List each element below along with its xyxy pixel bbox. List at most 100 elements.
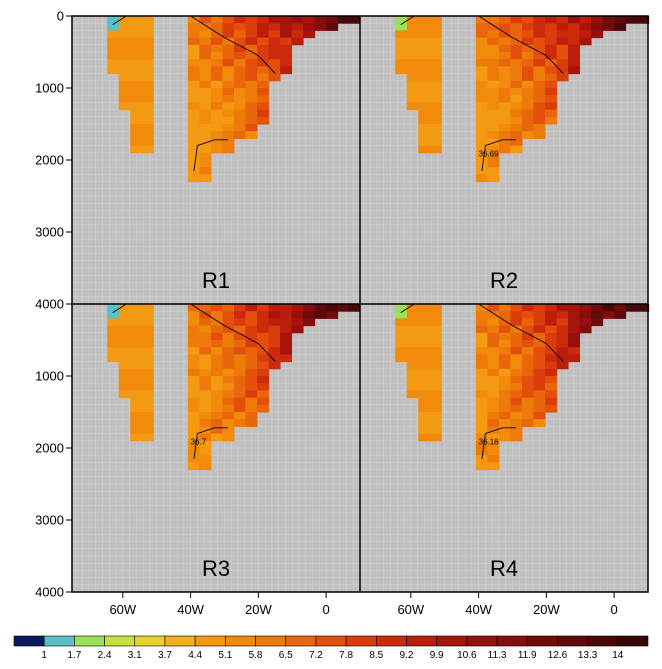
- heatmap-cell: [130, 419, 143, 427]
- heatmap-cell: [406, 361, 419, 370]
- heatmap-cell: [395, 30, 408, 39]
- heatmap-cell: [521, 88, 534, 96]
- heatmap-cell: [418, 390, 431, 399]
- heatmap-cell: [210, 433, 223, 442]
- heatmap-cell: [222, 95, 235, 103]
- heatmap-cell: [222, 80, 235, 89]
- heatmap-cell: [303, 16, 316, 24]
- heatmap-cell: [118, 368, 131, 377]
- heatmap-cell: [521, 131, 534, 139]
- heatmap-cell: [510, 419, 523, 427]
- heatmap-cell: [498, 433, 511, 442]
- heatmap-cell: [544, 88, 558, 96]
- heatmap-cell: [130, 95, 143, 103]
- heatmap-cell: [210, 426, 223, 435]
- contour-line: [478, 15, 564, 74]
- colorbar-swatch: [466, 635, 498, 647]
- heatmap-cell: [533, 131, 546, 139]
- heatmap-cell: [533, 66, 546, 75]
- heatmap-cell: [510, 37, 523, 46]
- heatmap-cell: [280, 311, 293, 319]
- heatmap-cell: [418, 44, 431, 53]
- heatmap-cell: [475, 95, 488, 103]
- heatmap-cell: [510, 59, 523, 67]
- heatmap-cell: [268, 325, 281, 334]
- heatmap-cell: [591, 30, 604, 39]
- heatmap-cell: [429, 16, 442, 24]
- heatmap-cell: [556, 318, 569, 327]
- heatmap-cell: [429, 66, 442, 75]
- heatmap-cell: [199, 16, 212, 24]
- heatmap-cell: [487, 37, 500, 46]
- heatmap-cell: [510, 131, 523, 139]
- heatmap-cell: [222, 37, 235, 46]
- heatmap-cell: [544, 95, 558, 103]
- heatmap-cell: [245, 368, 258, 377]
- heatmap-cell: [222, 368, 235, 377]
- heatmap-cell: [268, 332, 281, 341]
- heatmap-cell: [233, 383, 246, 391]
- heatmap-cell: [130, 325, 143, 334]
- heatmap-cell: [498, 95, 511, 103]
- heatmap-cell: [395, 59, 408, 67]
- heatmap-cell: [498, 80, 511, 89]
- heatmap-cell: [245, 23, 258, 31]
- heatmap-cell: [256, 95, 270, 103]
- heatmap-cell: [533, 404, 546, 413]
- heatmap-cell: [256, 325, 270, 334]
- heatmap-cell: [475, 347, 488, 355]
- contour-line: [400, 303, 415, 313]
- heatmap-cell: [222, 318, 235, 327]
- heatmap-cell: [418, 30, 431, 39]
- heatmap-cell: [544, 404, 558, 413]
- heatmap-cell: [487, 174, 500, 183]
- heatmap-cell: [256, 66, 270, 75]
- heatmap-cell: [130, 131, 143, 139]
- heatmap-cell: [498, 52, 511, 60]
- heatmap-cell: [210, 419, 223, 427]
- heatmap-cell: [475, 145, 488, 154]
- heatmap-cell: [233, 52, 246, 60]
- heatmap-cell: [406, 80, 419, 89]
- heatmap-cell: [510, 124, 523, 132]
- heatmap-cell: [487, 390, 500, 399]
- heatmap-cell: [118, 332, 131, 341]
- heatmap-cell: [487, 152, 500, 161]
- heatmap-cell: [418, 354, 431, 363]
- panel-r1: R1: [72, 15, 362, 305]
- heatmap-cell: [199, 340, 212, 348]
- heatmap-cell: [130, 138, 143, 147]
- heatmap-cell: [199, 167, 212, 175]
- heatmap-cell: [291, 325, 304, 334]
- heatmap-cell: [498, 347, 511, 355]
- heatmap-cell: [187, 311, 200, 319]
- heatmap-cell: [256, 361, 270, 370]
- heatmap-cell: [498, 131, 511, 139]
- heatmap-cell: [544, 304, 558, 312]
- heatmap-cell: [521, 390, 534, 399]
- heatmap-cell: [544, 361, 558, 370]
- heatmap-cell: [280, 354, 293, 363]
- heatmap-cell: [233, 88, 246, 96]
- heatmap-cell: [429, 340, 442, 348]
- heatmap-cell: [256, 354, 270, 363]
- heatmap-cell: [233, 44, 246, 53]
- heatmap-cell: [625, 304, 638, 312]
- heatmap-cell: [533, 124, 546, 132]
- heatmap-cell: [556, 30, 569, 39]
- heatmap-cell: [268, 59, 281, 67]
- heatmap-cell: [510, 304, 523, 312]
- heatmap-cell: [533, 44, 546, 53]
- heatmap-cell: [533, 390, 546, 399]
- heatmap-cell: [533, 368, 546, 377]
- heatmap-cell: [268, 30, 281, 39]
- contour-line: [481, 139, 516, 171]
- heatmap-cell: [487, 160, 500, 168]
- heatmap-cell: [222, 102, 235, 111]
- heatmap-cell: [107, 325, 120, 334]
- heatmap-cell: [268, 52, 281, 60]
- x-tick-label: 0: [611, 602, 618, 617]
- heatmap-cell: [533, 109, 546, 118]
- y-tick-label: 2000: [35, 153, 64, 168]
- heatmap-cell: [429, 354, 442, 363]
